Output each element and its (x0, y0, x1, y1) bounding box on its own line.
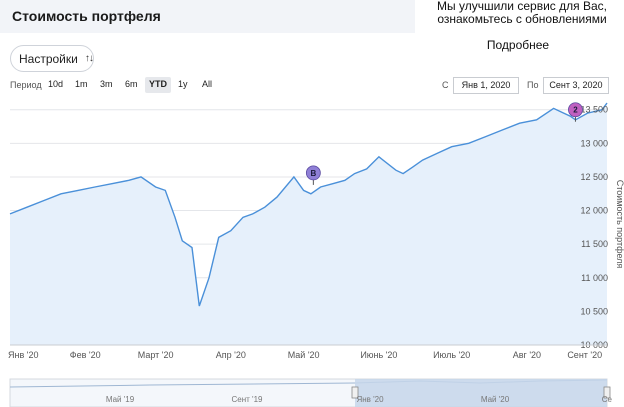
annotation-label: B (310, 169, 316, 178)
date-to-input[interactable]: Сент 3, 2020 (543, 77, 609, 94)
date-from-input[interactable]: Янв 1, 2020 (453, 77, 519, 94)
x-tick-label: Апр '20 (216, 350, 246, 360)
navigator-tick-label: Сент '19 (232, 395, 264, 404)
period-ytd-button[interactable]: YTD (145, 77, 171, 93)
x-tick-label: Май '20 (288, 350, 320, 360)
date-from-label: С (442, 80, 449, 90)
annotation-marker[interactable] (568, 102, 583, 118)
page-title: Стоимость портфеля (12, 8, 161, 24)
navigator-selection[interactable] (355, 379, 607, 407)
x-tick-label: Авг '20 (513, 350, 541, 360)
series-line[interactable] (9, 102, 608, 307)
y-tick-label: 13 500 (580, 105, 608, 115)
period-10d-button[interactable]: 10d (48, 79, 64, 89)
navigator-handle-left[interactable] (351, 386, 359, 399)
notice-line-2: ознакомьтесь с обновлениями (437, 12, 607, 26)
navigator-handle-right[interactable] (603, 386, 611, 399)
period-1m-button[interactable]: 1m (75, 79, 88, 89)
navigator-tick-label: Се (602, 395, 613, 404)
navigator-tick-label: Май '19 (106, 395, 135, 404)
update-notice: Мы улучшили сервис для Вас, ознакомьтесь… (420, 0, 624, 26)
y-tick-label: 12 000 (580, 206, 608, 216)
period-3m-button[interactable]: 3m (100, 79, 113, 89)
y-tick-label: 11 500 (581, 239, 608, 249)
y-tick-label: 13 000 (580, 138, 608, 148)
annotations[interactable]: B2 (305, 102, 583, 185)
x-axis-ticks: Янв '20 Фев '20 Март '20 Апр '20 Май '20 Июнь… (8, 344, 607, 360)
y-tick-label: 12 500 (580, 172, 608, 182)
title-bar: Стоимость портфеля (0, 0, 415, 33)
period-6m-button[interactable]: 6m (125, 79, 138, 89)
more-info-link[interactable]: Подробнее (486, 38, 550, 52)
x-tick-label: Сент '20 (567, 350, 602, 360)
x-tick-label: Июль '20 (433, 350, 470, 360)
y-tick-label: 10 500 (580, 306, 608, 316)
x-tick-label: Март '20 (138, 350, 174, 360)
sort-icon: ↑↓ (84, 53, 94, 64)
notice-line-1: Мы улучшили сервис для Вас, (437, 0, 607, 13)
x-tick-label: Июнь '20 (360, 350, 397, 360)
series-area (10, 103, 607, 345)
navigator-tick-label: Май '20 (481, 395, 510, 404)
period-label: Период (10, 80, 42, 90)
navigator[interactable]: Май '19 Сент '19 Янв '20 Май '20 Се (9, 378, 613, 407)
y-axis-label: Стоимость портфеля (615, 180, 624, 269)
y-tick-label: 11 000 (581, 273, 608, 283)
date-to-label: По (527, 80, 539, 90)
period-all-button[interactable]: All (202, 79, 213, 89)
x-tick-label: Янв '20 (8, 350, 38, 360)
period-1y-button[interactable]: 1y (178, 79, 188, 89)
x-tick-label: Фев '20 (70, 350, 101, 360)
annotation-marker[interactable] (305, 165, 321, 181)
annotation-label: 2 (573, 106, 578, 115)
settings-label: Настройки (19, 51, 78, 66)
navigator-tick-label: Янв '20 (356, 395, 384, 404)
settings-button[interactable]: Настройки ↑↓ (10, 45, 94, 72)
